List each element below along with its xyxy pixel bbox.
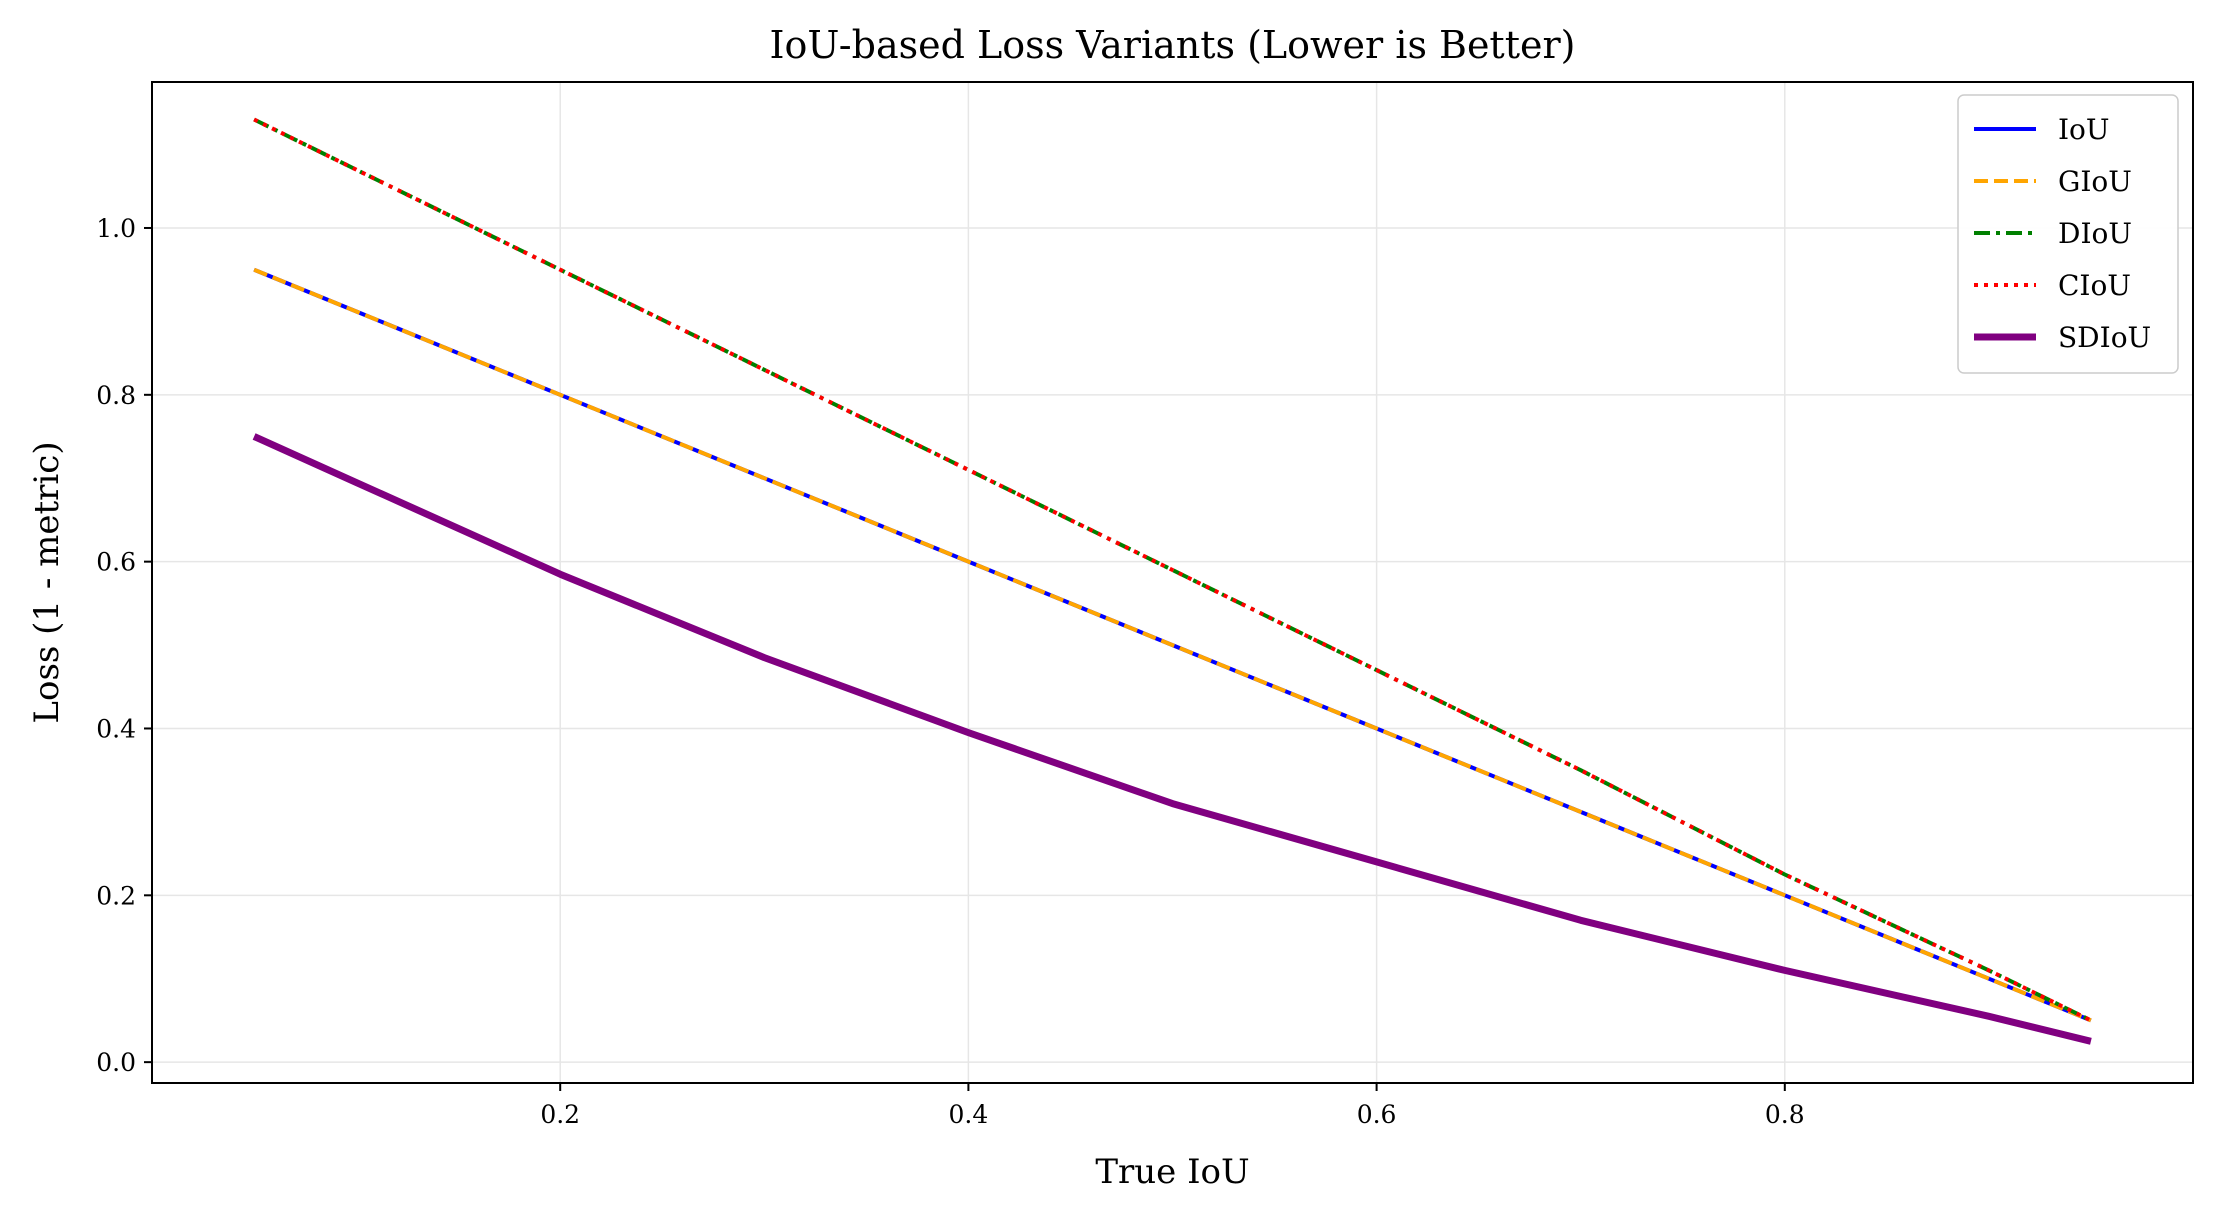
y-tick-label: 0.0 <box>96 1048 136 1077</box>
legend-label-sdiou: SDIoU <box>2058 321 2151 354</box>
x-tick-label: 0.6 <box>1357 1100 1397 1129</box>
legend-box <box>1957 94 2179 374</box>
y-tick-label: 0.2 <box>96 881 136 910</box>
axis-ticks: 0.2 0.4 0.6 0.8 0.0 0.2 0.4 0.6 0.8 1.0 <box>96 214 1804 1129</box>
x-tick-label: 0.2 <box>540 1100 580 1129</box>
legend-label-iou: IoU <box>2058 113 2110 146</box>
plot-frame <box>151 81 2194 1084</box>
x-axis-label: True IoU <box>1095 1152 1249 1192</box>
legend-label-ciou: CIoU <box>2058 269 2131 302</box>
x-tick-label: 0.8 <box>1765 1100 1805 1129</box>
y-axis-label: Loss (1 - metric) <box>27 441 67 723</box>
legend: IoU GIoU DIoU CIoU SDIoU <box>1957 94 2179 374</box>
series-line-giou <box>253 267 2092 1023</box>
grid <box>152 82 2193 1083</box>
chart-title: IoU-based Loss Variants (Lower is Better… <box>770 23 1576 67</box>
series-line-diou <box>253 117 2092 1023</box>
x-tick-label: 0.4 <box>949 1100 989 1129</box>
y-tick-label: 1.0 <box>96 214 136 243</box>
y-tick-label: 0.4 <box>96 714 136 743</box>
y-tick-label: 0.8 <box>96 381 136 410</box>
series-line-ciou <box>253 117 2092 1023</box>
y-tick-label: 0.6 <box>96 548 136 577</box>
legend-label-giou: GIoU <box>2058 165 2132 198</box>
legend-label-diou: DIoU <box>2058 217 2132 250</box>
series-line-sdiou <box>252 433 2092 1045</box>
series-lines <box>252 117 2092 1045</box>
